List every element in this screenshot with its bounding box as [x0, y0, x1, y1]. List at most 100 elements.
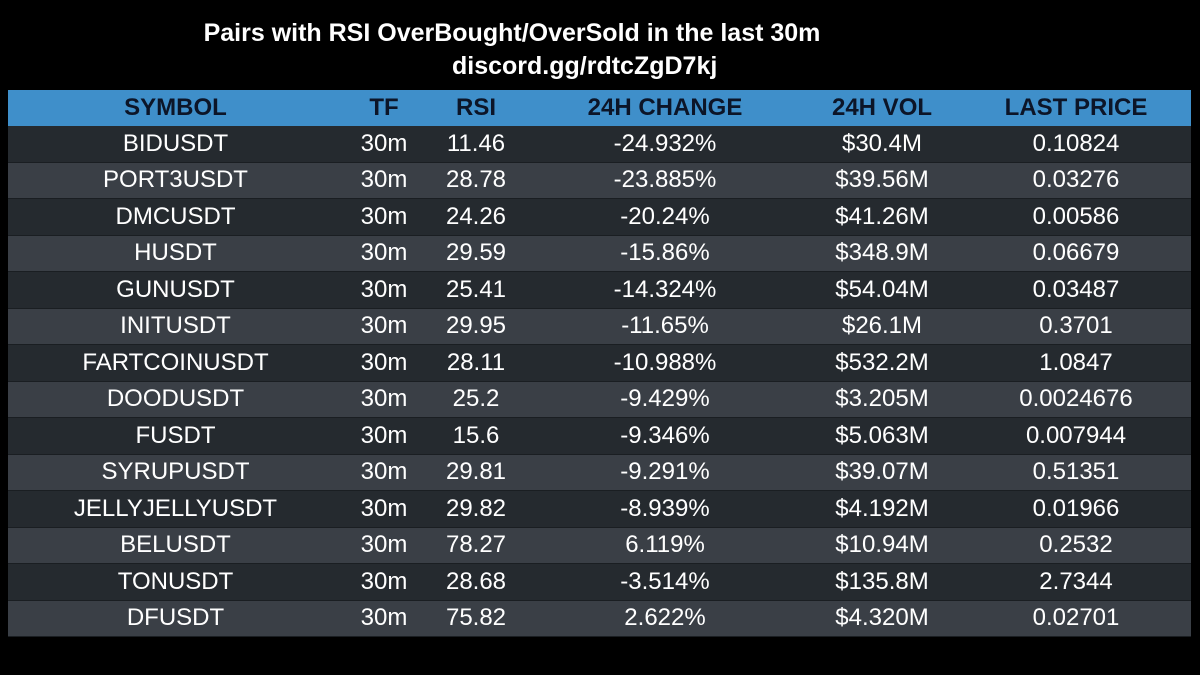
tf-cell: 30m [360, 348, 408, 376]
symbol-cell: BELUSDT [120, 531, 231, 559]
price-cell: 0.51351 [1032, 458, 1120, 486]
change-cell: -24.932% [613, 129, 717, 157]
rsi-cell: 11.46 [446, 129, 506, 157]
symbol-cell: BIDUSDT [122, 129, 229, 157]
volume-cell: $4.320M [835, 604, 929, 632]
price-cell: 0.03487 [1032, 275, 1120, 303]
volume-cell: $348.9M [835, 239, 929, 267]
table-row: SYRUPUSDT 30m 29.81 -9.291% $39.07M 0.51351 [8, 454, 1191, 491]
column-header-rsi: RSI [455, 94, 496, 121]
symbol-cell: DFUSDT [126, 604, 225, 632]
symbol-cell: JELLYJELLYUSDT [73, 494, 278, 522]
price-cell: 0.01966 [1032, 494, 1120, 522]
change-cell: -9.346% [620, 421, 710, 449]
page-title: Pairs with RSI OverBought/OverSold in th… [203, 19, 821, 47]
price-cell: 0.06679 [1032, 239, 1120, 267]
change-cell: -20.24% [620, 202, 710, 230]
price-cell: 1.0847 [1039, 348, 1113, 376]
price-cell: 0.0024676 [1019, 385, 1133, 413]
tf-cell: 30m [360, 275, 408, 303]
change-cell: -3.514% [620, 567, 710, 595]
change-cell: 2.622% [624, 604, 706, 632]
rsi-cell: 25.41 [445, 275, 507, 303]
symbol-cell: GUNUSDT [116, 275, 235, 303]
tf-cell: 30m [360, 202, 408, 230]
tf-cell: 30m [360, 421, 408, 449]
tf-cell: 30m [360, 567, 408, 595]
table-row: HUSDT 30m 29.59 -15.86% $348.9M 0.06679 [8, 235, 1191, 272]
symbol-cell: SYRUPUSDT [101, 458, 250, 486]
discord-link: discord.gg/rdtcZgD7kj [452, 52, 718, 80]
change-cell: -23.885% [613, 166, 717, 194]
column-header-tf: TF [369, 94, 399, 121]
price-cell: 0.007944 [1025, 421, 1127, 449]
tf-cell: 30m [360, 531, 408, 559]
tf-cell: 30m [360, 494, 408, 522]
column-header-24h-vol: 24H VOL [831, 94, 933, 121]
rsi-cell: 29.95 [445, 312, 507, 340]
volume-cell: $4.192M [835, 494, 929, 522]
price-cell: 2.7344 [1039, 567, 1113, 595]
rsi-cell: 28.78 [445, 166, 507, 194]
rsi-cell: 29.59 [445, 239, 507, 267]
symbol-cell: DMCUSDT [115, 202, 236, 230]
table-row: JELLYJELLYUSDT 30m 29.82 -8.939% $4.192M 0.01… [8, 491, 1191, 528]
table-row: GUNUSDT 30m 25.41 -14.324% $54.04M 0.03487 [8, 272, 1191, 309]
tf-cell: 30m [360, 385, 408, 413]
table-row: BIDUSDT 30m 11.46 -24.932% $30.4M 0.10824 [8, 126, 1191, 163]
tf-cell: 30m [360, 239, 408, 267]
column-header-symbol: SYMBOL [124, 94, 227, 121]
table-row: FARTCOINUSDT 30m 28.11 -10.988% $532.2M 1.084… [8, 345, 1191, 382]
table-row: DFUSDT 30m 75.82 2.622% $4.320M 0.02701 [8, 600, 1191, 637]
rsi-cell: 15.6 [452, 421, 500, 449]
volume-cell: $39.07M [835, 458, 929, 486]
change-cell: -11.65% [621, 312, 709, 340]
rsi-table: SYMBOL TF RSI 24H CHANGE 24H VOL LAST PR… [8, 90, 1191, 637]
table-row: PORT3USDT 30m 28.78 -23.885% $39.56M 0.03276 [8, 162, 1191, 199]
price-cell: 0.03276 [1032, 166, 1120, 194]
symbol-cell: TONUSDT [117, 567, 234, 595]
table-row: BELUSDT 30m 78.27 6.119% $10.94M 0.2532 [8, 527, 1191, 564]
rsi-cell: 29.82 [445, 494, 507, 522]
volume-cell: $26.1M [841, 312, 923, 340]
tf-cell: 30m [360, 166, 408, 194]
tf-cell: 30m [360, 604, 408, 632]
price-cell: 0.00586 [1032, 202, 1120, 230]
change-cell: -10.988% [613, 348, 717, 376]
volume-cell: $10.94M [835, 531, 929, 559]
table-row: INITUSDT 30m 29.95 -11.65% $26.1M 0.3701 [8, 308, 1191, 345]
change-cell: 6.119% [625, 531, 705, 559]
tf-cell: 30m [360, 458, 408, 486]
table-row: DOODUSDT 30m 25.2 -9.429% $3.205M 0.0024676 [8, 381, 1191, 418]
symbol-cell: FUSDT [135, 421, 216, 449]
rsi-cell: 28.68 [445, 567, 507, 595]
volume-cell: $532.2M [835, 348, 929, 376]
volume-cell: $30.4M [841, 129, 923, 157]
table-row: FUSDT 30m 15.6 -9.346% $5.063M 0.007944 [8, 418, 1191, 455]
column-header-last-price: LAST PRICE [1004, 94, 1148, 121]
price-cell: 0.2532 [1039, 531, 1113, 559]
volume-cell: $5.063M [835, 421, 929, 449]
symbol-cell: DOODUSDT [106, 385, 245, 413]
rsi-cell: 75.82 [445, 604, 507, 632]
volume-cell: $3.205M [835, 385, 929, 413]
symbol-cell: HUSDT [134, 239, 217, 267]
volume-cell: $41.26M [835, 202, 929, 230]
rsi-cell: 29.81 [445, 458, 507, 486]
rsi-cell: 78.27 [445, 531, 507, 559]
change-cell: -9.429% [620, 385, 710, 413]
table-row: TONUSDT 30m 28.68 -3.514% $135.8M 2.7344 [8, 564, 1191, 601]
change-cell: -15.86% [620, 239, 710, 267]
tf-cell: 30m [360, 129, 408, 157]
table-body: BIDUSDT 30m 11.46 -24.932% $30.4M 0.10824 PORT… [8, 126, 1191, 637]
change-cell: -9.291% [620, 458, 710, 486]
change-cell: -14.324% [613, 275, 717, 303]
symbol-cell: PORT3USDT [103, 166, 248, 194]
volume-cell: $135.8M [835, 567, 929, 595]
price-cell: 0.3701 [1039, 312, 1113, 340]
table-row: DMCUSDT 30m 24.26 -20.24% $41.26M 0.00586 [8, 199, 1191, 236]
symbol-cell: INITUSDT [120, 312, 231, 340]
volume-cell: $39.56M [835, 166, 929, 194]
rsi-cell: 25.2 [452, 385, 500, 413]
volume-cell: $54.04M [835, 275, 929, 303]
